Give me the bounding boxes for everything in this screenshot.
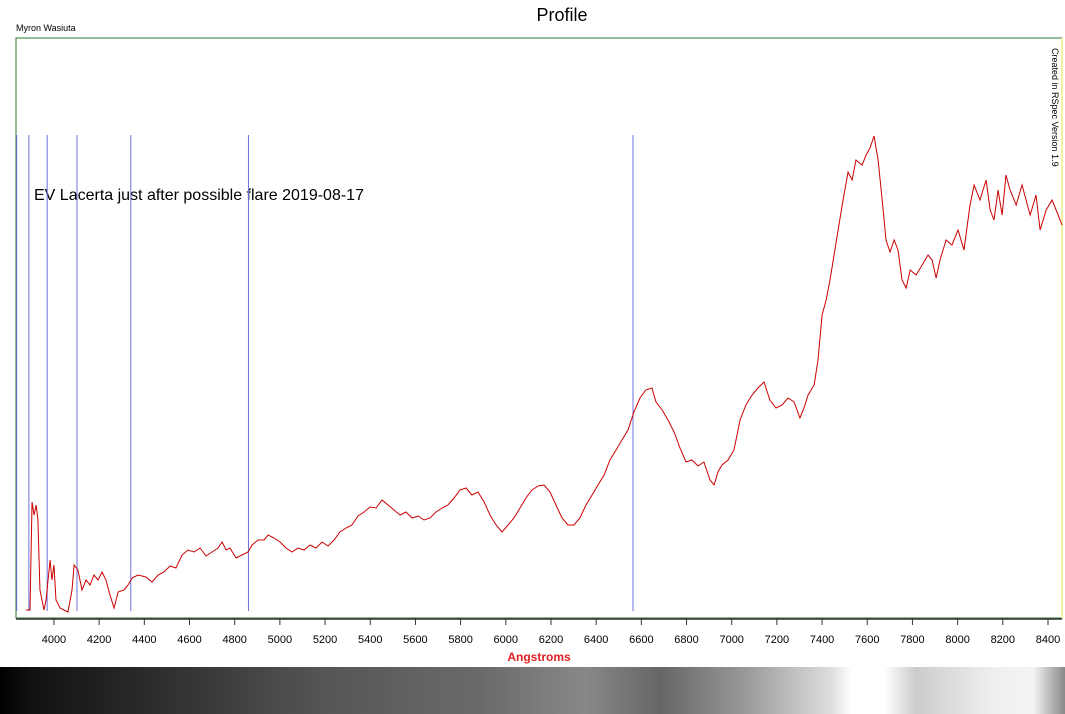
spectrum-line [25, 135, 1063, 613]
spectrum-strip [0, 667, 1065, 714]
plot: 4000 4200 4400 4600 4800 5000 5200 5400 5600 5800… [16, 135, 1063, 646]
x-tick-label: 5800 [448, 634, 472, 646]
x-tick-label: 6200 [539, 634, 563, 646]
x-tick-label: 6800 [674, 634, 698, 646]
credit: Created in RSpec Version 1.9 [1050, 48, 1060, 167]
x-tick-label: 7600 [855, 634, 879, 646]
x-tick-label: 8400 [1036, 634, 1060, 646]
x-tick-label: 5000 [268, 634, 292, 646]
x-tick-label: 5600 [403, 634, 427, 646]
chart-title: Profile [536, 5, 587, 25]
x-tick-label: 6600 [629, 634, 653, 646]
x-tick-label: 4800 [222, 634, 246, 646]
x-tick-label: 8000 [945, 634, 969, 646]
x-tick-label: 4000 [42, 634, 66, 646]
x-tick-label: 4200 [87, 634, 111, 646]
x-tick-label: 6000 [494, 634, 518, 646]
x-axis-label: Angstroms [507, 650, 571, 664]
x-tick-label: 7000 [719, 634, 743, 646]
x-tick-label: 5200 [313, 634, 337, 646]
x-tick-label: 6400 [584, 634, 608, 646]
x-tick-label: 4600 [177, 634, 201, 646]
x-tick-label: 7800 [900, 634, 924, 646]
author: Myron Wasiuta [16, 23, 76, 33]
annotation: EV Lacerta just after possible flare 201… [34, 187, 364, 204]
x-tick-label: 7400 [810, 634, 834, 646]
x-tick-label: 8200 [991, 634, 1015, 646]
x-tick-label: 4400 [132, 634, 156, 646]
plot-frame [15, 37, 1063, 619]
x-tick-label: 5400 [358, 634, 382, 646]
x-tick-label: 7200 [765, 634, 789, 646]
